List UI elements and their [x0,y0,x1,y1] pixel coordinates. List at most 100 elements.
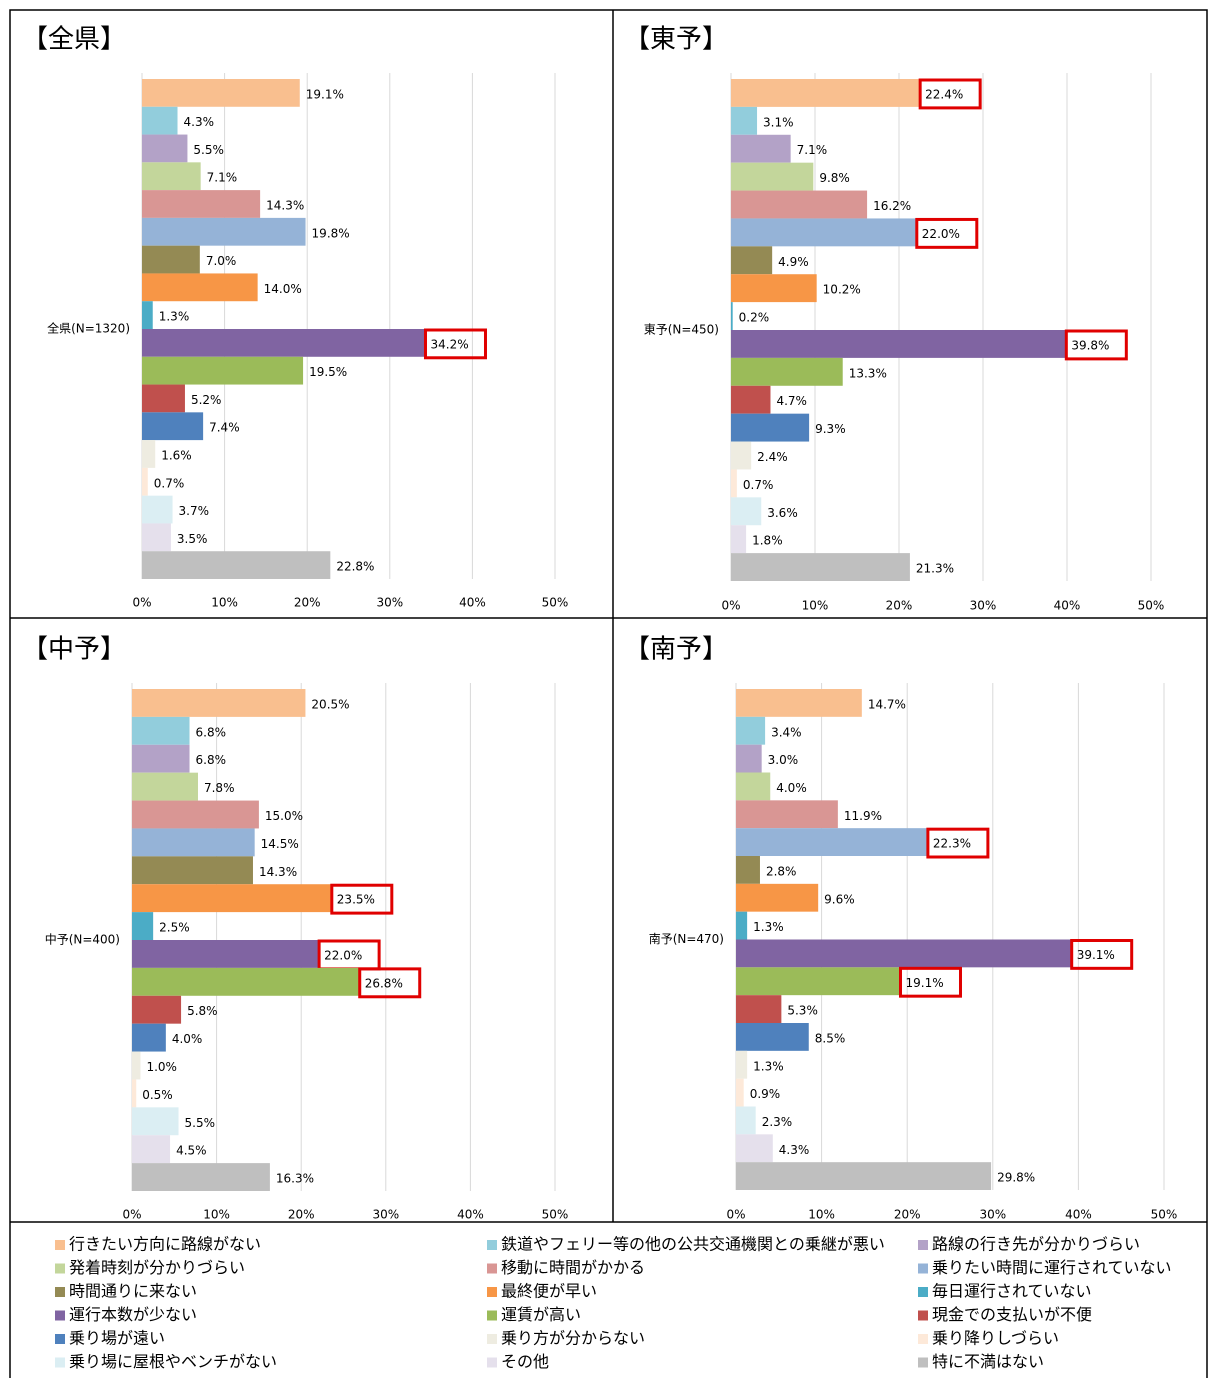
legend-swatch [487,1334,497,1344]
bar [731,469,737,498]
bar [132,967,359,996]
x-tick-label: 0% [721,599,740,613]
value-label: 19.5% [309,365,347,379]
legend-swatch [55,1263,65,1274]
legend-label: 現金での支払いが不便 [932,1305,1092,1324]
legend-label: 乗り場が遠い [69,1329,165,1348]
bar [142,134,188,163]
legend-label: 乗りたい時間に運行されていない [932,1258,1172,1277]
bar [132,1051,141,1080]
x-tick-label: 10% [211,596,238,610]
x-tick-label: 50% [1151,1208,1178,1222]
bar [731,134,791,163]
bar [132,995,182,1024]
legend-swatch [55,1310,65,1321]
value-label: 4.3% [184,115,215,129]
bar [731,497,762,526]
x-tick-label: 40% [1065,1208,1092,1222]
bar [731,553,910,581]
x-tick-label: 0% [122,1208,141,1222]
legend-swatch [487,1240,497,1250]
value-label: 8.5% [815,1031,846,1045]
bar [142,329,425,357]
value-label: 19.1% [905,976,943,990]
legend-label: 運行本数が少ない [69,1305,197,1324]
value-label: 16.3% [276,1172,314,1186]
bar [736,828,927,856]
bar [736,772,771,801]
value-label: 7.4% [209,421,240,435]
bar [142,495,173,524]
legend-label: 時間通りに来ない [69,1282,197,1301]
bar [731,357,843,386]
bar [132,828,255,857]
category-label: 南予(N=470) [649,931,724,946]
highlight-box [918,78,982,110]
value-label: 1.3% [753,920,784,934]
legend-label: 発着時刻が分かりづらい [69,1258,245,1277]
value-label: 22.8% [336,560,374,574]
value-label: 1.6% [161,449,192,463]
legend-swatch [487,1287,497,1297]
frame [9,9,1208,1378]
legend-swatch [918,1263,928,1274]
bar [731,246,773,275]
value-label: 10.2% [823,283,861,297]
bar [736,856,760,884]
bar [736,883,819,912]
legend-label: 特に不満はない [932,1352,1044,1371]
bar [132,940,319,968]
legend-label: 乗り方が分からない [501,1329,645,1348]
value-label: 16.2% [873,199,911,213]
legend-label: 毎日運行されていない [932,1282,1092,1301]
legend-label: 移動に時間がかかる [501,1258,645,1277]
legend-swatch [487,1263,497,1274]
x-tick-label: 10% [203,1208,230,1222]
value-label: 21.3% [916,562,954,576]
legend-label: 乗り降りしづらい [932,1329,1059,1348]
value-label: 15.0% [265,809,303,823]
legend-swatch [55,1357,65,1368]
value-label: 0.5% [142,1088,173,1102]
x-tick-label: 30% [970,599,997,613]
bar [142,217,306,246]
legend-swatch [918,1357,928,1368]
value-label: 4.7% [776,394,807,408]
bar [731,413,810,442]
legend-label: 路線の行き先が分かりづらい [932,1235,1140,1254]
value-label: 19.1% [306,87,344,101]
bar [731,385,771,414]
bar [736,1162,992,1190]
highlight-box [1070,939,1134,970]
highlight-box [1064,329,1128,361]
value-label: 2.4% [757,450,788,464]
bar [731,441,752,470]
value-label: 1.8% [752,534,783,548]
x-tick-label: 40% [457,1208,484,1222]
value-label: 29.8% [997,1171,1035,1185]
value-label: 1.3% [753,1059,784,1073]
value-label: 9.6% [824,892,855,906]
bar [142,440,156,468]
value-label: 4.3% [779,1143,810,1157]
value-label: 23.5% [337,893,375,907]
bar [142,79,300,107]
bar [736,744,762,773]
bar [731,302,733,330]
value-label: 7.1% [207,171,238,185]
value-label: 14.3% [266,199,304,213]
value-label: 3.6% [767,506,798,520]
value-label: 14.5% [261,837,299,851]
value-label: 14.3% [259,865,297,879]
value-label: 1.3% [159,310,190,324]
value-label: 22.0% [324,948,362,962]
bar [142,551,331,579]
x-tick-label: 50% [1138,599,1165,613]
bar [736,1106,756,1135]
value-label: 22.0% [922,227,960,241]
value-label: 3.1% [763,115,794,129]
highlight-box [898,966,962,998]
value-label: 19.8% [312,226,350,240]
bar [142,467,148,496]
